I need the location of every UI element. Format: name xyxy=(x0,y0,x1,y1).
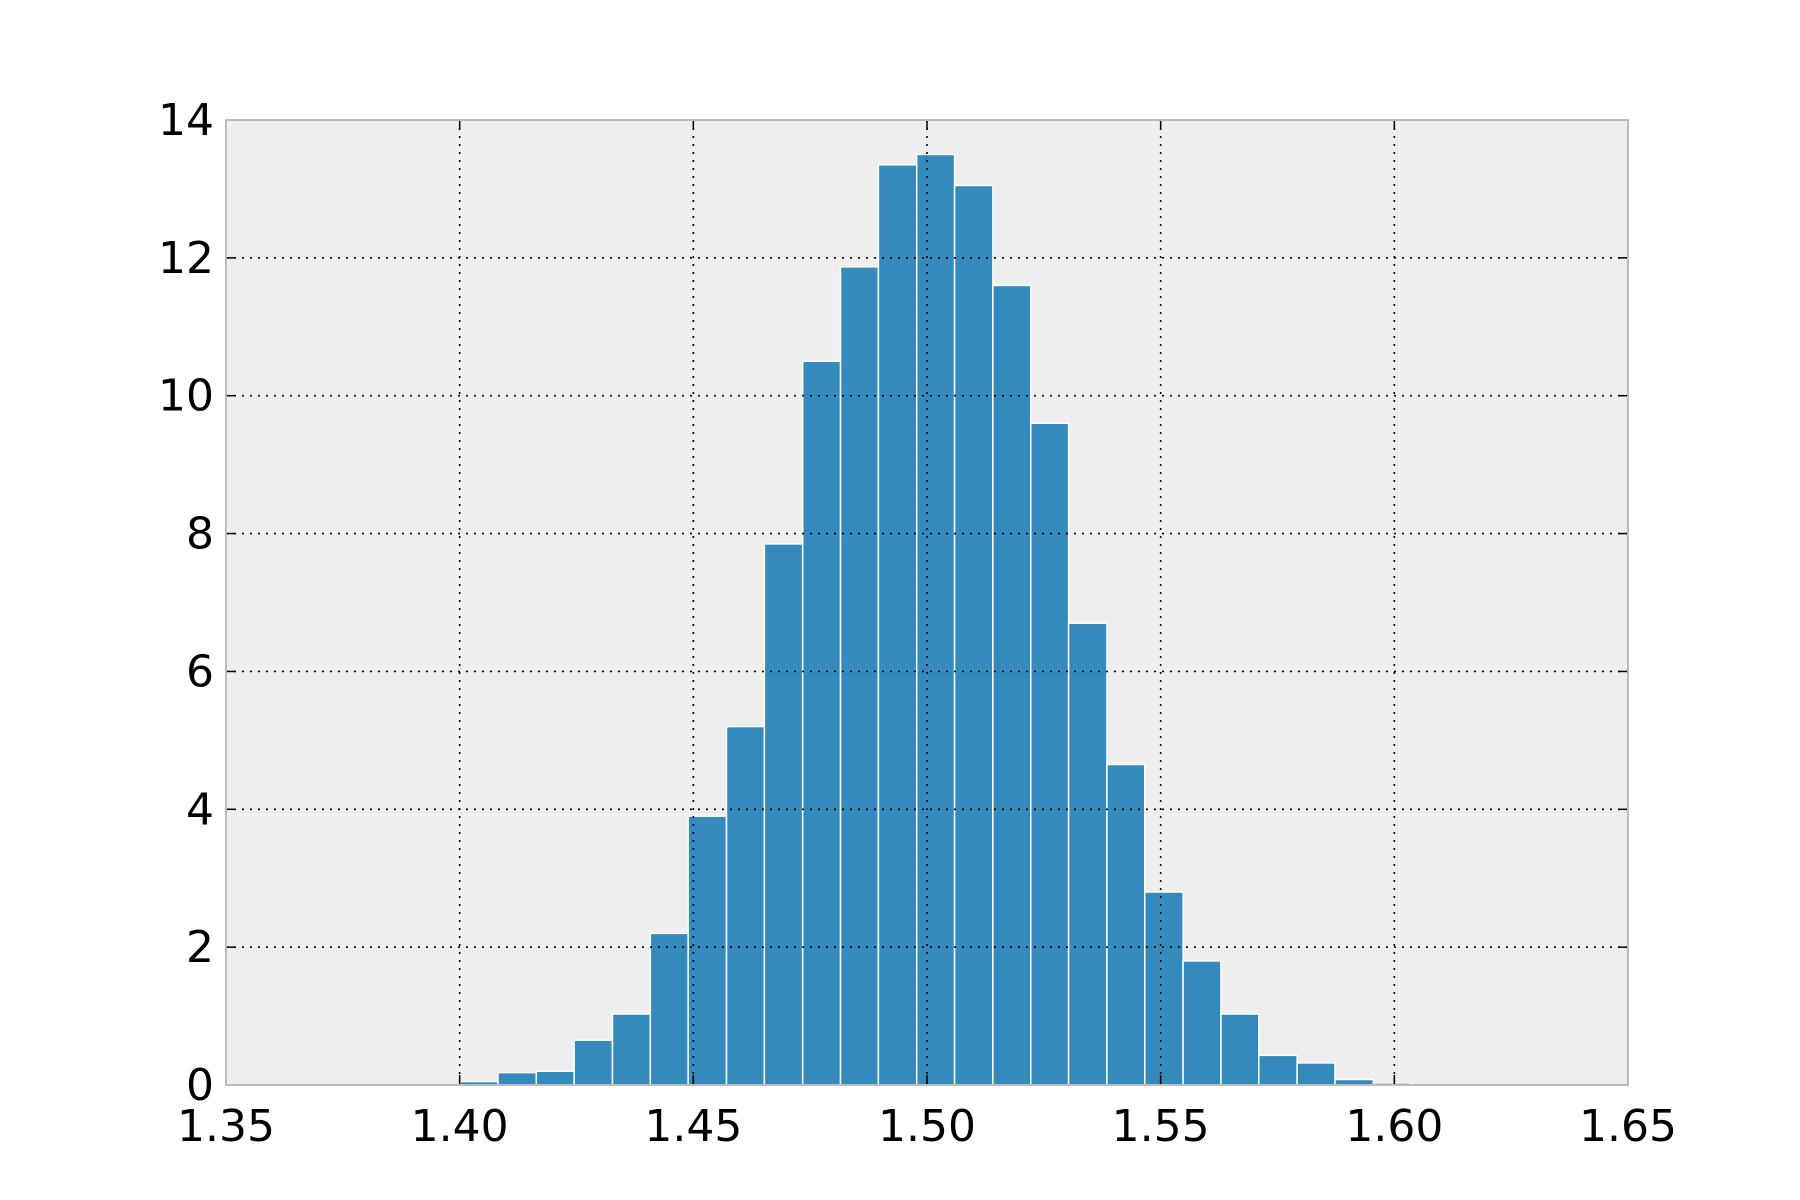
y-tick-label: 12 xyxy=(158,233,214,284)
bar xyxy=(953,184,994,1086)
x-tick-label: 1.50 xyxy=(878,1101,976,1152)
bar xyxy=(611,1013,652,1086)
bar xyxy=(497,1071,538,1086)
bar xyxy=(1067,622,1108,1086)
x-tick-label: 1.65 xyxy=(1579,1101,1677,1152)
bar xyxy=(573,1039,614,1086)
bar xyxy=(1144,891,1184,1086)
y-tick-label: 10 xyxy=(158,371,214,422)
bar xyxy=(649,932,689,1086)
bar xyxy=(1106,763,1146,1086)
y-tick-label: 14 xyxy=(158,95,214,146)
bar xyxy=(687,815,728,1086)
y-tick-label: 8 xyxy=(186,509,214,560)
y-tick-label: 2 xyxy=(186,922,214,973)
bar xyxy=(725,725,766,1086)
bar xyxy=(1220,1013,1260,1086)
x-tick-label: 1.45 xyxy=(644,1101,742,1152)
y-tick-label: 6 xyxy=(186,646,214,697)
bar xyxy=(535,1070,575,1086)
bar xyxy=(763,543,804,1086)
x-tick-label: 1.35 xyxy=(177,1101,275,1152)
y-tick-label: 0 xyxy=(186,1060,214,1111)
x-tick-label: 1.55 xyxy=(1112,1101,1210,1152)
bar xyxy=(915,153,956,1086)
bar xyxy=(992,284,1032,1086)
x-tick-label: 1.40 xyxy=(411,1101,509,1152)
plot-frame xyxy=(225,119,1629,1086)
bar xyxy=(1296,1062,1336,1086)
bar xyxy=(877,164,918,1086)
x-tick-label: 1.60 xyxy=(1345,1101,1443,1152)
bar xyxy=(839,266,880,1086)
bar xyxy=(1029,422,1070,1086)
bar xyxy=(1182,960,1222,1086)
bar xyxy=(1258,1054,1298,1086)
bar xyxy=(801,360,842,1086)
y-tick-label: 4 xyxy=(186,784,214,835)
